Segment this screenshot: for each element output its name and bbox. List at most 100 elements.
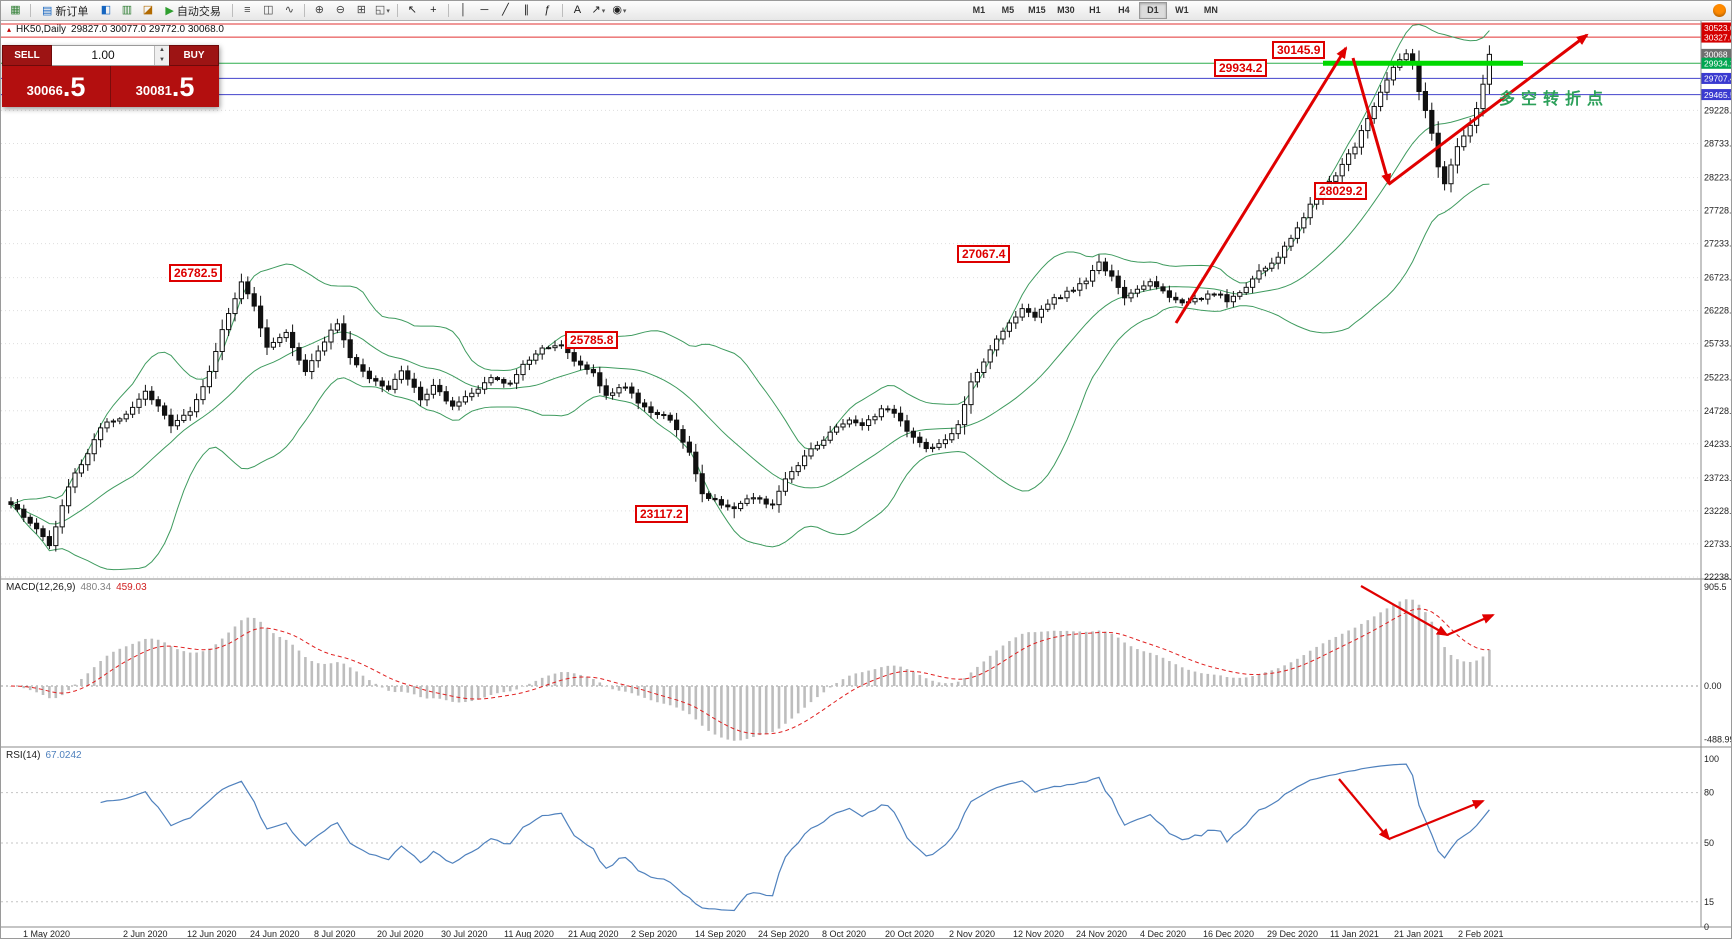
svg-text:27728.0: 27728.0 — [1704, 206, 1732, 216]
one-click-trading-panel: SELL 1.00 ▲ ▼ BUY 30066.5 30081.5 — [2, 45, 219, 107]
price-annotation[interactable]: 28029.2 — [1314, 182, 1368, 200]
svg-text:30068: 30068 — [1704, 50, 1728, 60]
fibonacci-icon[interactable]: ƒ — [544, 4, 551, 16]
toolbar-separator — [396, 4, 398, 17]
svg-text:14 Sep 2020: 14 Sep 2020 — [695, 929, 746, 939]
svg-text:30523.0: 30523.0 — [1704, 23, 1732, 33]
svg-text:29465.5: 29465.5 — [1704, 90, 1732, 100]
svg-text:11 Jan 2021: 11 Jan 2021 — [1330, 929, 1379, 939]
toolbar-separator — [231, 4, 233, 17]
svg-text:27233.0: 27233.0 — [1704, 239, 1732, 249]
svg-text:0.00: 0.00 — [1704, 681, 1722, 691]
timeframe-d1[interactable]: D1 — [1138, 2, 1167, 19]
svg-text:29934.2: 29934.2 — [1704, 58, 1732, 68]
zoom-in-icon[interactable]: ⊕ — [314, 4, 324, 16]
cursor-icon[interactable]: ↖ — [407, 4, 417, 16]
timeframe-m1[interactable]: M1 — [972, 5, 986, 15]
svg-text:80: 80 — [1704, 788, 1714, 798]
toolbar-separator — [30, 4, 31, 17]
timeframe-h1[interactable]: H1 — [1089, 5, 1101, 15]
buy-button[interactable]: BUY — [169, 45, 219, 66]
svg-text:23228.0: 23228.0 — [1704, 506, 1732, 516]
zoom-out-icon[interactable]: ⊖ — [335, 4, 345, 16]
macd-axis: 905.5 0.00 -488.99 — [1704, 582, 1731, 744]
new-order-button-icon: ▤ — [42, 5, 53, 17]
timeframe-m5[interactable]: M5 — [1001, 5, 1015, 15]
new-chart-icon[interactable]: ▦ — [10, 4, 21, 16]
arrow-tools-icon[interactable]: ↗▾ — [591, 4, 606, 16]
channel-icon[interactable]: ∥ — [523, 4, 530, 16]
svg-text:24 Sep 2020: 24 Sep 2020 — [758, 929, 809, 939]
timeframe-group: M1 M5 M15 M30 H1 H4 D1 W1 MN — [965, 2, 1225, 19]
timeframe-mn[interactable]: MN — [1203, 5, 1218, 15]
volume-up-icon[interactable]: ▲ — [155, 46, 169, 56]
price-annotation[interactable]: 29934.2 — [1214, 59, 1268, 77]
text-icon[interactable]: A — [573, 4, 582, 16]
bar-chart-icon[interactable]: ≡ — [244, 4, 251, 16]
trendline-icon[interactable]: ╱ — [502, 4, 509, 16]
macd-panel — [1, 585, 1701, 741]
dropdown-arrow-icon[interactable]: ▾ — [386, 8, 390, 15]
data-window-icon[interactable]: ▥ — [121, 4, 133, 16]
price-annotation[interactable]: 27067.4 — [957, 245, 1011, 263]
svg-text:8 Jul 2020: 8 Jul 2020 — [314, 929, 356, 939]
autotrade-button[interactable]: ▶ 自动交易 — [165, 5, 221, 18]
svg-text:2 Jun 2020: 2 Jun 2020 — [123, 929, 168, 939]
svg-text:25223.0: 25223.0 — [1704, 373, 1732, 383]
market-watch-icon[interactable]: ◧ — [100, 4, 112, 16]
shapes-icon[interactable]: ◉▾ — [612, 4, 627, 16]
price-annotation[interactable]: 26782.5 — [169, 264, 223, 282]
svg-text:26228.0: 26228.0 — [1704, 306, 1732, 316]
svg-text:16 Dec 2020: 16 Dec 2020 — [1203, 929, 1254, 939]
tile-windows-icon[interactable]: ◱▾ — [374, 4, 390, 16]
rsi-indicator-label: RSI(14) 67.0242 — [6, 750, 82, 761]
price-axis: 29228.0 28733.0 28223.0 27728.0 27233.0 26723… — [1701, 22, 1732, 582]
sell-button[interactable]: SELL — [2, 45, 52, 66]
horizontal-line-icon[interactable]: ─ — [480, 4, 489, 16]
volume-value[interactable]: 1.00 — [91, 48, 115, 62]
svg-text:12 Jun 2020: 12 Jun 2020 — [187, 929, 237, 939]
buy-price[interactable]: 30081.5 — [111, 66, 219, 107]
svg-text:29707.4: 29707.4 — [1704, 74, 1732, 84]
price-annotation[interactable]: 25785.8 — [565, 331, 619, 349]
svg-text:1 May 2020: 1 May 2020 — [23, 929, 70, 939]
svg-text:24 Nov 2020: 24 Nov 2020 — [1076, 929, 1127, 939]
dropdown-arrow-icon[interactable]: ▾ — [622, 8, 627, 15]
svg-text:26723.0: 26723.0 — [1704, 273, 1732, 283]
line-chart-icon[interactable]: ∿ — [284, 4, 294, 16]
svg-text:11 Aug 2020: 11 Aug 2020 — [504, 929, 554, 939]
svg-text:23723.0: 23723.0 — [1704, 473, 1732, 483]
svg-text:24 Jun 2020: 24 Jun 2020 — [250, 929, 300, 939]
date-axis: 1 May 2020 2 Jun 2020 12 Jun 2020 24 Jun 20… — [23, 929, 1504, 939]
timeframe-h4[interactable]: H4 — [1118, 5, 1130, 15]
sell-price[interactable]: 30066.5 — [2, 66, 111, 107]
crosshair-icon[interactable]: + — [430, 4, 437, 16]
price-annotation[interactable]: 30145.9 — [1272, 41, 1326, 59]
svg-text:2 Sep 2020: 2 Sep 2020 — [631, 929, 677, 939]
community-icon[interactable] — [1713, 4, 1726, 17]
dropdown-arrow-icon[interactable]: ▾ — [601, 8, 606, 15]
grid-icon[interactable]: ⊞ — [356, 4, 366, 16]
price-annotation[interactable]: 23117.2 — [635, 505, 688, 523]
rsi-panel — [1, 763, 1701, 912]
candlestick-icon[interactable]: ◫ — [263, 4, 274, 16]
timeframe-m15[interactable]: M15 — [1028, 5, 1046, 15]
svg-text:20 Oct 2020: 20 Oct 2020 — [885, 929, 934, 939]
svg-text:29 Dec 2020: 29 Dec 2020 — [1267, 929, 1318, 939]
svg-text:29228.0: 29228.0 — [1704, 105, 1732, 115]
candlestick-series — [8, 45, 1493, 552]
timeframe-w1[interactable]: W1 — [1175, 5, 1189, 15]
vertical-line-icon[interactable]: │ — [459, 4, 467, 16]
svg-text:12 Nov 2020: 12 Nov 2020 — [1013, 929, 1064, 939]
volume-stepper[interactable]: ▲ ▼ — [154, 46, 169, 65]
timeframe-m30[interactable]: M30 — [1057, 5, 1075, 15]
new-order-button[interactable]: ▤ 新订单 — [42, 5, 89, 18]
volume-down-icon[interactable]: ▼ — [155, 55, 169, 65]
svg-text:28733.0: 28733.0 — [1704, 138, 1732, 148]
trend-arrows[interactable] — [1174, 33, 1589, 324]
volume-field[interactable]: 1.00 ▲ ▼ — [52, 45, 169, 66]
svg-text:30327.0: 30327.0 — [1704, 32, 1732, 42]
navigator-icon[interactable]: ◪ — [142, 4, 154, 16]
svg-text:25733.0: 25733.0 — [1704, 339, 1732, 349]
